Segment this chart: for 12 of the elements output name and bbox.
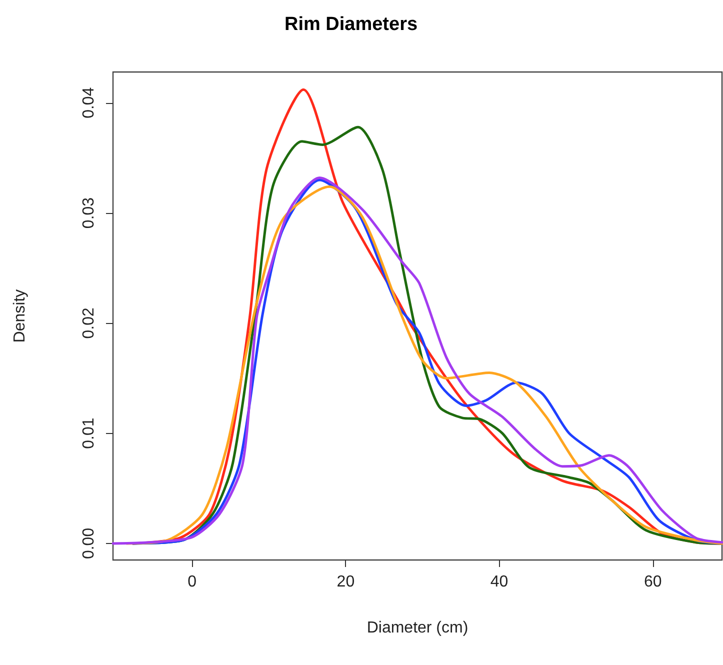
chart-title: Rim Diameters <box>284 14 418 35</box>
y-tick-label: 0.02 <box>80 307 98 339</box>
x-tick-label: 40 <box>490 574 508 590</box>
x-axis-title: Diameter (cm) <box>366 620 468 636</box>
y-tick-label: 0.01 <box>80 418 98 449</box>
y-tick-label: 0.03 <box>80 197 98 229</box>
x-tick-label: 0 <box>188 574 197 590</box>
x-tick-label: 60 <box>644 574 662 590</box>
y-tick-label: 0.00 <box>80 528 98 560</box>
y-tick-label: 0.04 <box>80 87 98 118</box>
x-tick-label: 20 <box>336 574 355 590</box>
y-axis-title: Density <box>12 289 28 343</box>
